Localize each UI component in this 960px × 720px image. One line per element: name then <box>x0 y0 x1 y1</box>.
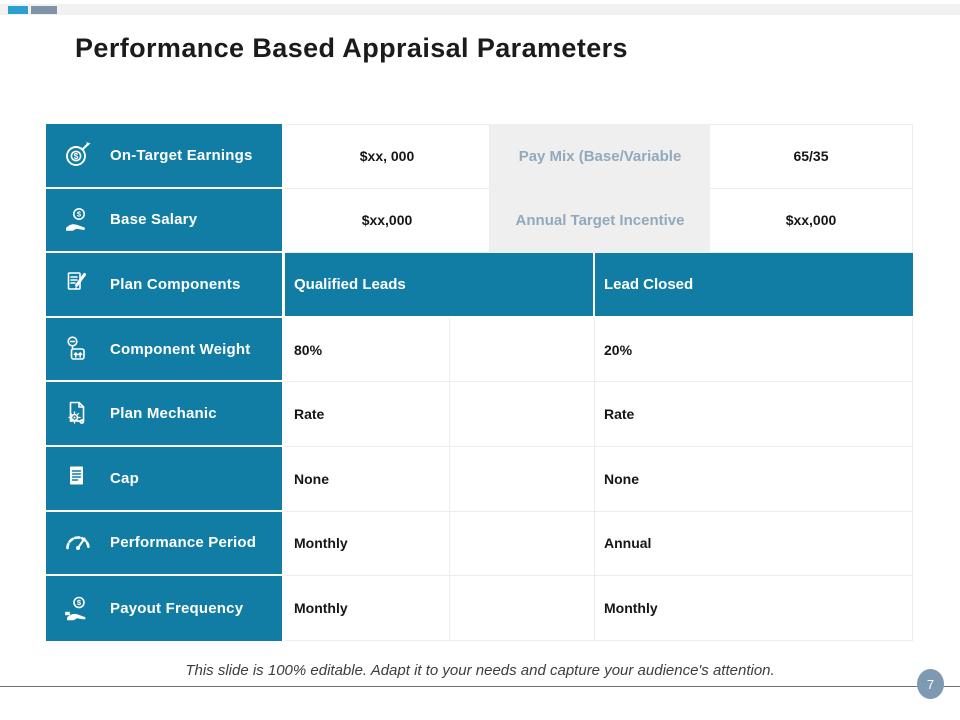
table-row: Performance Period Monthly Annual <box>46 511 913 577</box>
row-header-performance-period: Performance Period <box>46 511 285 577</box>
document-gear-icon <box>46 398 110 430</box>
row-header-label: Payout Frequency <box>110 600 244 618</box>
row-header-plan-mechanic: Plan Mechanic <box>46 382 285 447</box>
accent-bar-slate <box>31 6 57 14</box>
value-cell: Monthly <box>595 576 913 641</box>
mid-label-cell: Pay Mix (Base/Variable <box>490 124 710 189</box>
table-row: $ On-Target Earnings $xx, 000 Pay Mix (B… <box>46 124 913 189</box>
table-row: $ Base Salary $xx,000 Annual Target Ince… <box>46 188 913 254</box>
row-header-label: Cap <box>110 469 139 487</box>
row-header-label: Plan Components <box>110 275 241 293</box>
footer-note: This slide is 100% editable. Adapt it to… <box>185 662 775 679</box>
column-header-lead-closed: Lead Closed <box>595 253 913 318</box>
table-row: Plan Mechanic Rate Rate <box>46 382 913 447</box>
document-lines-icon <box>46 462 110 494</box>
row-header-cap: Cap <box>46 447 285 512</box>
value-cell: $xx,000 <box>285 188 490 254</box>
value-cell: Rate <box>595 382 913 447</box>
svg-text:$: $ <box>74 152 79 161</box>
empty-cell <box>450 511 595 577</box>
footer-divider <box>0 686 960 687</box>
value-cell: Rate <box>285 382 450 447</box>
row-header-base-salary: $ Base Salary <box>46 188 285 254</box>
row-header-label: Performance Period <box>110 534 257 552</box>
row-header-component-weight: Component Weight <box>46 317 285 383</box>
hand-coin-stack-icon: $ <box>46 593 110 625</box>
hand-coin-icon: $ <box>46 204 110 236</box>
weight-scale-icon <box>46 333 110 365</box>
row-header-plan-components: Plan Components <box>46 253 285 318</box>
value-cell: 20% <box>595 317 913 383</box>
value-cell: None <box>595 447 913 512</box>
empty-cell <box>450 576 595 641</box>
top-accent-band <box>0 4 960 15</box>
table-row: $ Payout Frequency Monthly Monthly <box>46 576 913 641</box>
column-header-qualified-leads: Qualified Leads <box>285 253 595 318</box>
value-cell: None <box>285 447 450 512</box>
row-header-label: On-Target Earnings <box>110 146 253 164</box>
gauge-icon <box>46 527 110 559</box>
page-number-badge: 7 <box>917 669 944 699</box>
row-header-label: Base Salary <box>110 211 198 229</box>
row-header-label: Component Weight <box>110 340 251 358</box>
empty-cell <box>450 447 595 512</box>
table-row: Plan Components Qualified Leads Lead Clo… <box>46 253 913 318</box>
value-cell: Monthly <box>285 576 450 641</box>
svg-text:$: $ <box>77 209 82 218</box>
table-row: Cap None None <box>46 447 913 512</box>
target-dollar-icon: $ <box>46 139 110 171</box>
value-cell: Monthly <box>285 511 450 577</box>
accent-bar-blue <box>8 6 28 14</box>
row-header-on-target-earnings: $ On-Target Earnings <box>46 124 285 189</box>
svg-text:$: $ <box>77 598 82 607</box>
row-header-label: Plan Mechanic <box>110 405 217 423</box>
appraisal-parameters-table: $ On-Target Earnings $xx, 000 Pay Mix (B… <box>46 124 913 641</box>
table-row: Component Weight 80% 20% <box>46 317 913 383</box>
empty-cell <box>450 382 595 447</box>
mid-label-cell: Annual Target Incentive <box>490 188 710 254</box>
value-cell: $xx, 000 <box>285 124 490 189</box>
value-cell: $xx,000 <box>710 188 913 254</box>
value-cell: 65/35 <box>710 124 913 189</box>
page-title: Performance Based Appraisal Parameters <box>75 33 628 63</box>
clipboard-pencil-icon <box>46 268 110 300</box>
row-header-payout-frequency: $ Payout Frequency <box>46 576 285 641</box>
value-cell: 80% <box>285 317 450 383</box>
value-cell: Annual <box>595 511 913 577</box>
empty-cell <box>450 317 595 383</box>
